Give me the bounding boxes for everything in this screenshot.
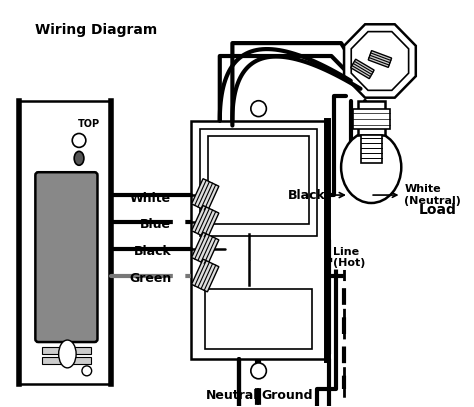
Polygon shape bbox=[191, 232, 219, 265]
Bar bbox=[208, 136, 309, 224]
Circle shape bbox=[251, 363, 266, 379]
Text: Load: Load bbox=[419, 203, 456, 217]
Text: Green: Green bbox=[129, 272, 171, 285]
Bar bbox=[357, 101, 385, 136]
Bar bbox=[205, 289, 312, 349]
Circle shape bbox=[82, 366, 91, 376]
Bar bbox=[353, 109, 390, 129]
Bar bbox=[19, 101, 111, 384]
Polygon shape bbox=[368, 50, 392, 68]
Text: White
(Neutral): White (Neutral) bbox=[373, 184, 461, 206]
Circle shape bbox=[251, 101, 266, 116]
Circle shape bbox=[72, 133, 86, 147]
Text: Wiring Diagram: Wiring Diagram bbox=[36, 23, 158, 37]
Polygon shape bbox=[344, 24, 416, 98]
Polygon shape bbox=[351, 32, 409, 90]
Polygon shape bbox=[191, 259, 219, 292]
Ellipse shape bbox=[59, 340, 76, 368]
Bar bbox=[42, 357, 91, 364]
Text: TOP: TOP bbox=[78, 118, 100, 129]
Bar bbox=[201, 129, 317, 236]
Text: White: White bbox=[130, 192, 171, 205]
Ellipse shape bbox=[74, 151, 84, 165]
Bar bbox=[42, 347, 91, 354]
Text: Ground: Ground bbox=[262, 389, 313, 402]
FancyBboxPatch shape bbox=[36, 172, 98, 342]
Polygon shape bbox=[351, 59, 374, 79]
Polygon shape bbox=[191, 179, 219, 212]
Text: Black: Black bbox=[288, 188, 344, 201]
Text: Line
(Hot): Line (Hot) bbox=[333, 247, 366, 269]
Text: Neutral: Neutral bbox=[206, 389, 259, 402]
Polygon shape bbox=[191, 206, 219, 238]
Text: Black: Black bbox=[134, 245, 171, 258]
Text: Blue: Blue bbox=[140, 218, 171, 231]
Bar bbox=[361, 136, 382, 163]
Bar bbox=[191, 120, 327, 359]
Ellipse shape bbox=[341, 131, 401, 203]
